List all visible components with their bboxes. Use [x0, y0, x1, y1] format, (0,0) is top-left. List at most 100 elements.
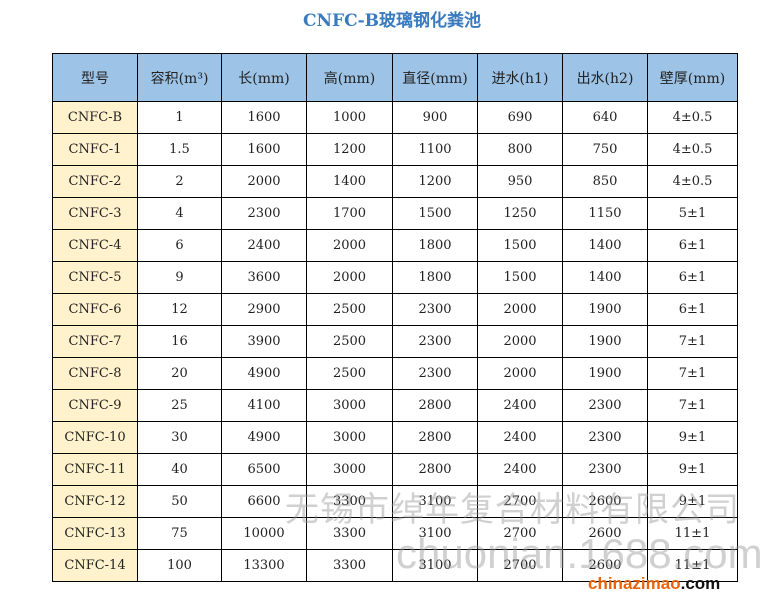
table-cell: 2300 [392, 293, 478, 326]
table-cell: 9±1 [647, 485, 738, 518]
table-cell: 950 [477, 165, 563, 198]
table-cell: 7±1 [647, 389, 738, 422]
model-cell: CNFC-2 [52, 165, 138, 198]
table-cell: 2600 [562, 485, 648, 518]
table-cell: 13300 [221, 549, 307, 582]
table-cell: 2800 [392, 389, 478, 422]
table-cell: 2800 [392, 453, 478, 486]
table-cell: 2600 [562, 549, 648, 582]
table-cell: 640 [562, 101, 648, 134]
table-cell: 2300 [392, 325, 478, 358]
model-cell: CNFC-14 [52, 549, 138, 582]
model-cell: CNFC-13 [52, 517, 138, 550]
table-cell: 1 [137, 101, 222, 134]
table-cell: 1600 [221, 101, 307, 134]
table-cell: 2700 [477, 549, 563, 582]
table-cell: 2400 [221, 229, 307, 262]
table-cell: 4±0.5 [647, 165, 738, 198]
table-cell: 2000 [477, 325, 563, 358]
table-cell: 2000 [306, 229, 393, 262]
table-cell: 3000 [306, 389, 393, 422]
table-cell: 2300 [221, 197, 307, 230]
table-cell: 1900 [562, 357, 648, 390]
table-cell: 3100 [392, 485, 478, 518]
table-cell: 1500 [477, 261, 563, 294]
table-row: CNFC-8 20 4900 2500 2300 2000 1900 7±1 [52, 357, 738, 390]
model-cell: CNFC-12 [52, 485, 138, 518]
table-cell: 9±1 [647, 421, 738, 454]
table-cell: 1100 [392, 133, 478, 166]
table-row: CNFC-10 30 4900 3000 2800 2400 2300 9±1 [52, 421, 738, 454]
table-cell: 9 [137, 261, 222, 294]
table-cell: 4±0.5 [647, 133, 738, 166]
model-cell: CNFC-11 [52, 453, 138, 486]
table-cell: 1500 [477, 229, 563, 262]
column-header: 壁厚(mm) [647, 53, 738, 102]
table-cell: 3300 [306, 549, 393, 582]
column-header: 进水(h1) [477, 53, 563, 102]
table-row: CNFC-13 75 10000 3300 3100 2700 2600 11±1 [52, 517, 738, 550]
table-cell: 3100 [392, 517, 478, 550]
table-row: CNFC-6 12 2900 2500 2300 2000 1900 6±1 [52, 293, 738, 326]
table-row: CNFC-9 25 4100 3000 2800 2400 2300 7±1 [52, 389, 738, 422]
table-row: CNFC-B 1 1600 1000 900 690 640 4±0.5 [52, 101, 738, 134]
table-cell: 1500 [392, 197, 478, 230]
table-cell: 2700 [477, 517, 563, 550]
table-cell: 2 [137, 165, 222, 198]
table-cell: 1600 [221, 133, 307, 166]
model-cell: CNFC-10 [52, 421, 138, 454]
column-header: 型号 [52, 53, 138, 102]
table-cell: 16 [137, 325, 222, 358]
table-cell: 2500 [306, 325, 393, 358]
table-cell: 100 [137, 549, 222, 582]
table-cell: 10000 [221, 517, 307, 550]
table-cell: 2000 [477, 293, 563, 326]
table-cell: 1400 [562, 261, 648, 294]
column-header: 出水(h2) [562, 53, 648, 102]
table-cell: 2300 [392, 357, 478, 390]
table-row: CNFC-3 4 2300 1700 1500 1250 1150 5±1 [52, 197, 738, 230]
table-cell: 750 [562, 133, 648, 166]
table-cell: 2000 [477, 357, 563, 390]
model-cell: CNFC-9 [52, 389, 138, 422]
table-cell: 900 [392, 101, 478, 134]
table-cell: 6600 [221, 485, 307, 518]
table-cell: 40 [137, 453, 222, 486]
table-cell: 7±1 [647, 325, 738, 358]
table-cell: 2500 [306, 357, 393, 390]
spec-table: 型号 容积(m³) 长(mm) 高(mm) 直径(mm) 进水(h1) 出水(h2) 壁厚(m… [52, 53, 738, 582]
table-cell: 1700 [306, 197, 393, 230]
table-cell: 6 [137, 229, 222, 262]
table-cell: 2400 [477, 453, 563, 486]
table-cell: 2300 [562, 453, 648, 486]
table-cell: 4100 [221, 389, 307, 422]
table-row: CNFC-12 50 6600 3300 3100 2700 2600 9±1 [52, 485, 738, 518]
table-cell: 2400 [477, 421, 563, 454]
table-row: CNFC-7 16 3900 2500 2300 2000 1900 7±1 [52, 325, 738, 358]
table-cell: 6500 [221, 453, 307, 486]
model-cell: CNFC-6 [52, 293, 138, 326]
logo-suffix: .com [680, 574, 721, 593]
table-cell: 1200 [306, 133, 393, 166]
table-cell: 11±1 [647, 517, 738, 550]
table-cell: 1800 [392, 229, 478, 262]
table-cell: 5±1 [647, 197, 738, 230]
table-row: CNFC-4 6 2400 2000 1800 1500 1400 6±1 [52, 229, 738, 262]
table-cell: 1250 [477, 197, 563, 230]
table-cell: 12 [137, 293, 222, 326]
model-cell: CNFC-4 [52, 229, 138, 262]
table-row: CNFC-5 9 3600 2000 1800 1500 1400 6±1 [52, 261, 738, 294]
table-cell: 3100 [392, 549, 478, 582]
table-row: CNFC-2 2 2000 1400 1200 950 850 4±0.5 [52, 165, 738, 198]
table-cell: 2900 [221, 293, 307, 326]
table-cell: 1400 [562, 229, 648, 262]
table-cell: 2800 [392, 421, 478, 454]
table-cell: 25 [137, 389, 222, 422]
column-header: 高(mm) [306, 53, 393, 102]
table-row: CNFC-11 40 6500 3000 2800 2400 2300 9±1 [52, 453, 738, 486]
table-cell: 4900 [221, 421, 307, 454]
table-cell: 2700 [477, 485, 563, 518]
table-cell: 1.5 [137, 133, 222, 166]
table-cell: 1900 [562, 325, 648, 358]
model-cell: CNFC-3 [52, 197, 138, 230]
